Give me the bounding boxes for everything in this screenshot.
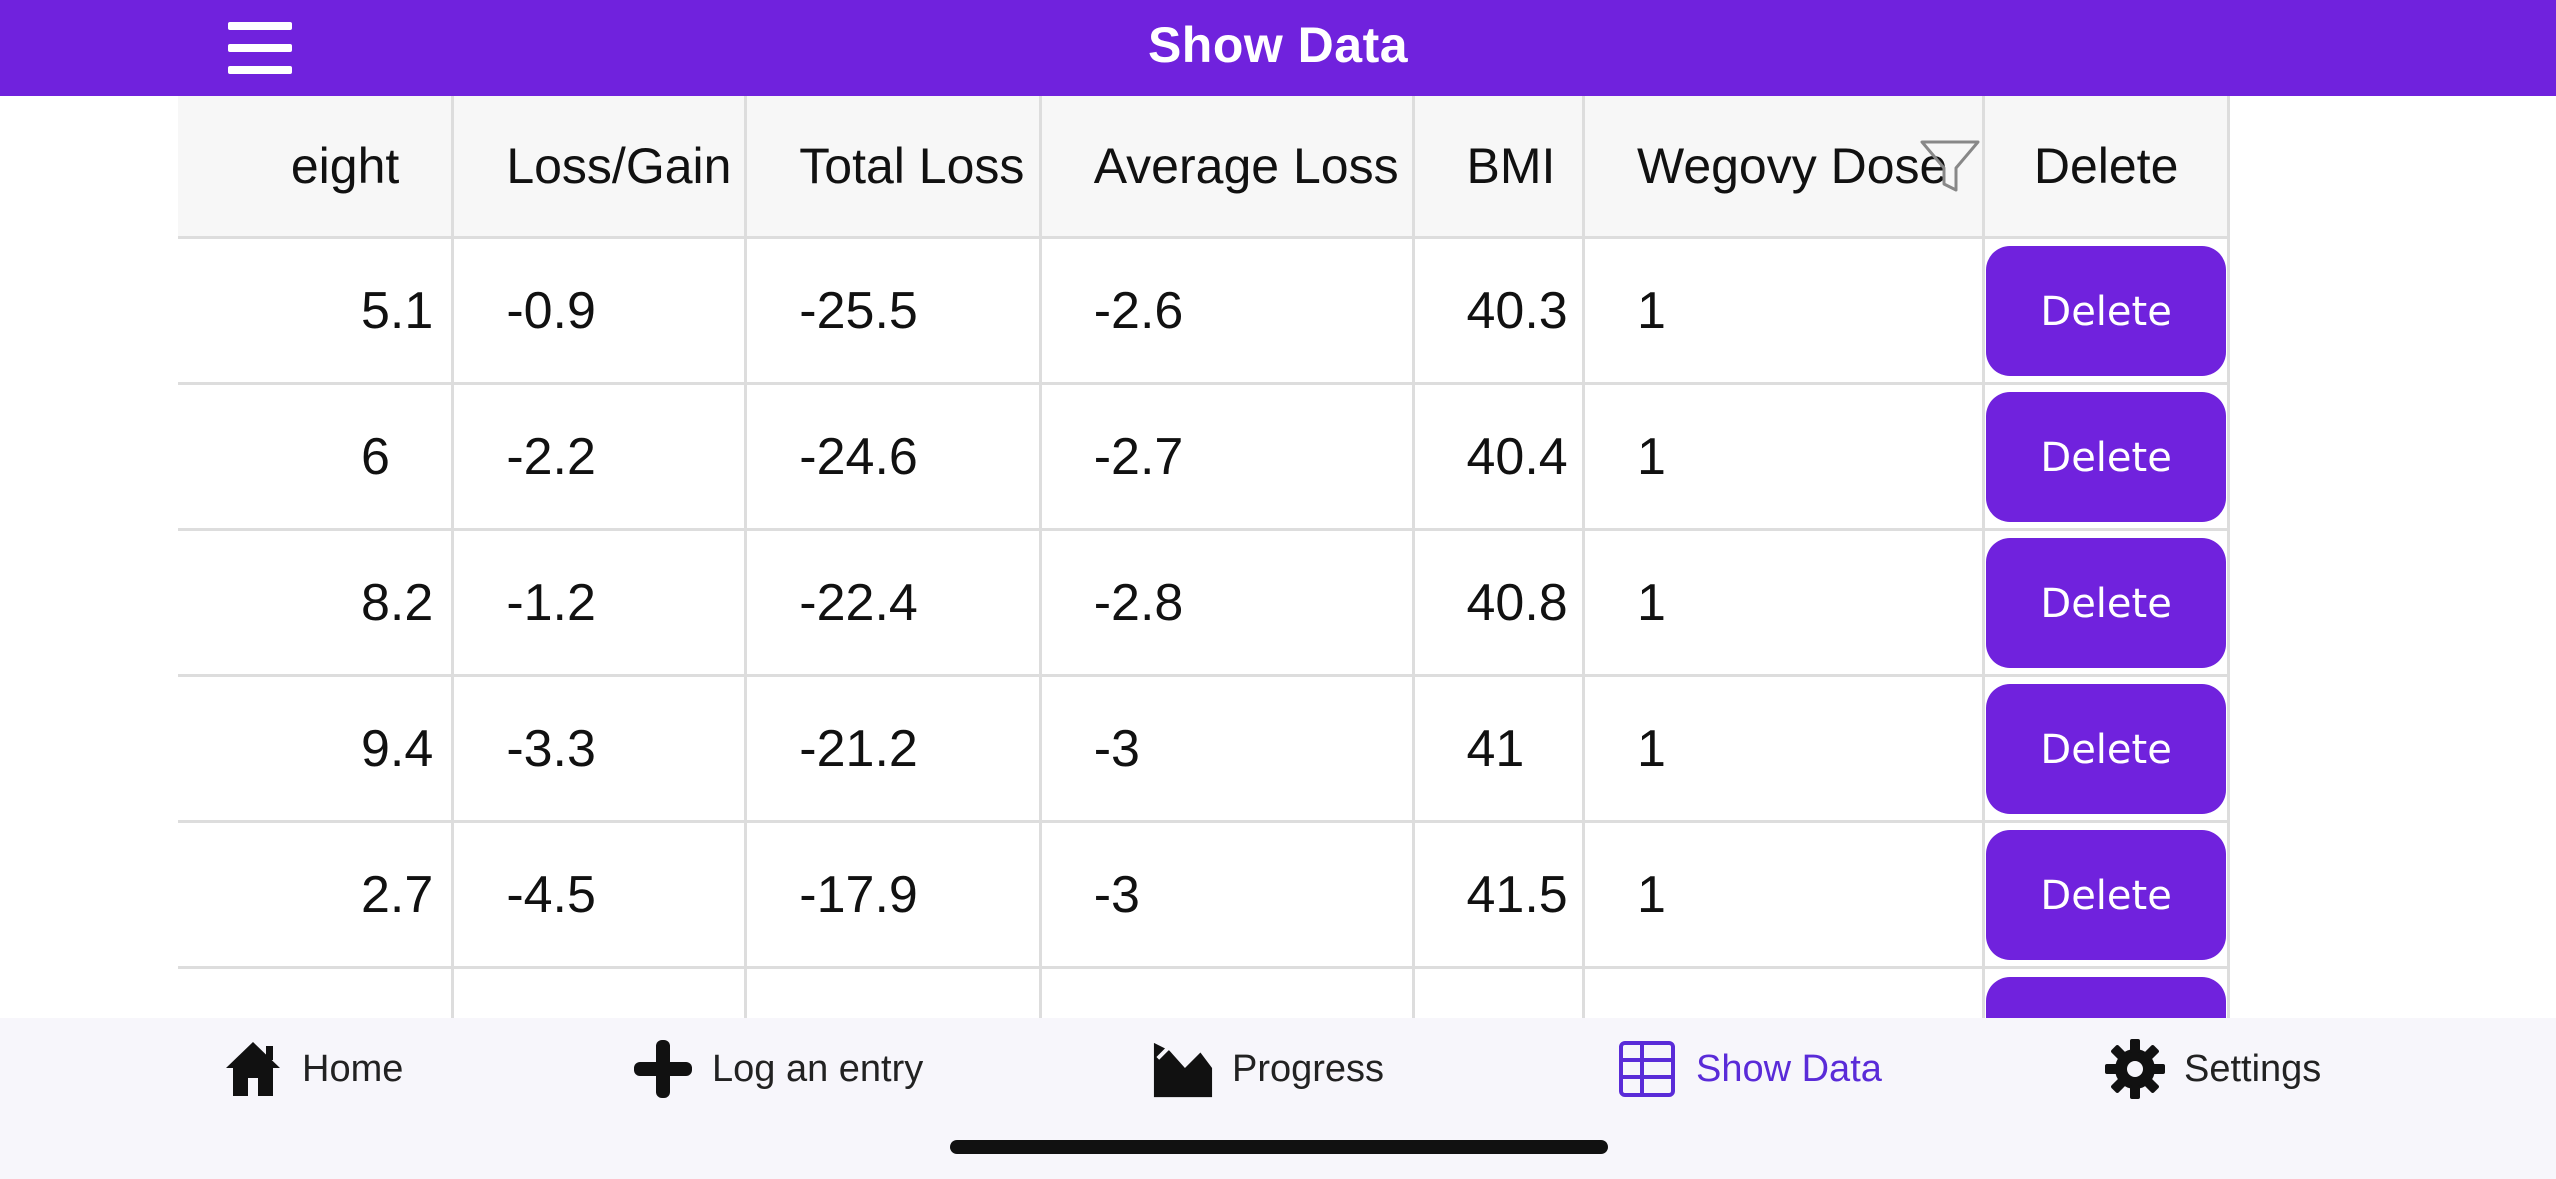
cell-wegovy-dose: 1 (1582, 382, 1986, 531)
tab-settings-label: Settings (2184, 1047, 2322, 1090)
tab-show-data[interactable]: Show Data (1616, 1036, 1882, 1102)
cell-average-loss: -2.7 (1038, 382, 1415, 531)
plus-icon (632, 1038, 694, 1100)
cell-bmi: 41.5 (1411, 820, 1586, 969)
cell-wegovy-dose: 1 (1582, 528, 1986, 677)
column-header-average-loss[interactable]: Average Loss (1038, 96, 1415, 239)
cell-bmi: 40.8 (1411, 528, 1586, 677)
cell-wegovy-dose: 1 (1582, 820, 1986, 969)
gear-icon (2104, 1038, 2166, 1100)
data-table: eight Loss/Gain Total Loss Average Loss … (178, 96, 2230, 1018)
tab-settings[interactable]: Settings (2104, 1036, 2321, 1102)
cell-total-loss: -17.9 (744, 820, 1042, 969)
table-row: 5.1 -0.9 -25.5 -2.6 40.3 1 Delete (178, 236, 2230, 385)
table-icon (1616, 1038, 1678, 1100)
cell-average-loss: -2.8 (1038, 528, 1415, 677)
cell-weight: 6 (178, 382, 455, 531)
cell-loss-gain: -0.9 (451, 236, 748, 385)
table-header-row: eight Loss/Gain Total Loss Average Loss … (178, 96, 2230, 239)
cell-bmi (1411, 966, 1586, 1018)
column-header-wegovy-dose[interactable]: Wegovy Dose (1582, 96, 1986, 239)
table-row: 9.4 -3.3 -21.2 -3 41 1 Delete (178, 674, 2230, 823)
data-table-viewport[interactable]: eight Loss/Gain Total Loss Average Loss … (178, 96, 2380, 1018)
delete-button[interactable]: Delete (1986, 245, 2227, 376)
cell-delete: Delete (1982, 674, 2230, 823)
cell-wegovy-dose (1582, 966, 1986, 1018)
chart-area-icon (1152, 1038, 1214, 1100)
cell-average-loss: -3 (1038, 820, 1415, 969)
delete-button[interactable]: Delete (1986, 829, 2227, 960)
column-header-total-loss[interactable]: Total Loss (744, 96, 1042, 239)
cell-delete: Delete (1982, 382, 2230, 531)
cell-total-loss (744, 966, 1042, 1018)
delete-button[interactable]: Delete (1986, 391, 2227, 522)
cell-loss-gain: -3.3 (451, 674, 748, 823)
cell-bmi: 40.3 (1411, 236, 1586, 385)
table-row: 8.2 -1.2 -22.4 -2.8 40.8 1 Delete (178, 528, 2230, 677)
cell-average-loss: -3 (1038, 674, 1415, 823)
cell-total-loss: -22.4 (744, 528, 1042, 677)
table-row: 6 -2.2 -24.6 -2.7 40.4 1 Delete (178, 382, 2230, 531)
cell-average-loss (1038, 966, 1415, 1018)
cell-loss-gain: -1.2 (451, 528, 748, 677)
table-row: 2.7 -4.5 -17.9 -3 41.5 1 Delete (178, 820, 2230, 969)
bottom-tab-bar: Home Log an entry Progress Show Data (0, 1018, 2556, 1179)
cell-loss-gain: -2.2 (451, 382, 748, 531)
delete-button[interactable] (1986, 977, 2227, 1018)
cell-wegovy-dose: 1 (1582, 236, 1986, 385)
cell-weight: 9.4 (178, 674, 455, 823)
tab-home-label: Home (302, 1047, 404, 1090)
tab-log-entry-label: Log an entry (712, 1047, 924, 1090)
table-row (178, 966, 2230, 1018)
cell-total-loss: -24.6 (744, 382, 1042, 531)
delete-button[interactable]: Delete (1986, 683, 2227, 814)
cell-wegovy-dose: 1 (1582, 674, 1986, 823)
tab-home[interactable]: Home (222, 1036, 403, 1102)
hamburger-menu-icon[interactable] (220, 20, 300, 76)
cell-delete (1982, 966, 2230, 1018)
cell-weight: 8.2 (178, 528, 455, 677)
cell-loss-gain: -4.5 (451, 820, 748, 969)
cell-total-loss: -21.2 (744, 674, 1042, 823)
home-indicator (950, 1140, 1608, 1154)
delete-button[interactable]: Delete (1986, 537, 2227, 668)
cell-weight: 2.7 (178, 820, 455, 969)
filter-icon[interactable] (1918, 136, 1982, 196)
cell-delete: Delete (1982, 236, 2230, 385)
cell-delete: Delete (1982, 820, 2230, 969)
column-header-weight[interactable]: eight (178, 96, 455, 239)
cell-bmi: 41 (1411, 674, 1586, 823)
cell-delete: Delete (1982, 528, 2230, 677)
tab-log-entry[interactable]: Log an entry (632, 1036, 923, 1102)
column-header-loss-gain[interactable]: Loss/Gain (451, 96, 748, 239)
tab-show-data-label: Show Data (1696, 1047, 1882, 1090)
home-icon (222, 1038, 284, 1100)
column-header-delete: Delete (1982, 96, 2230, 239)
tab-progress[interactable]: Progress (1152, 1036, 1384, 1102)
app-header: Show Data (0, 0, 2556, 96)
cell-bmi: 40.4 (1411, 382, 1586, 531)
page-title: Show Data (1147, 17, 1409, 73)
cell-loss-gain (451, 966, 748, 1018)
cell-weight: 5.1 (178, 236, 455, 385)
tab-progress-label: Progress (1232, 1047, 1385, 1090)
column-header-bmi[interactable]: BMI (1411, 96, 1586, 239)
cell-weight (178, 966, 455, 1018)
cell-average-loss: -2.6 (1038, 236, 1415, 385)
cell-total-loss: -25.5 (744, 236, 1042, 385)
